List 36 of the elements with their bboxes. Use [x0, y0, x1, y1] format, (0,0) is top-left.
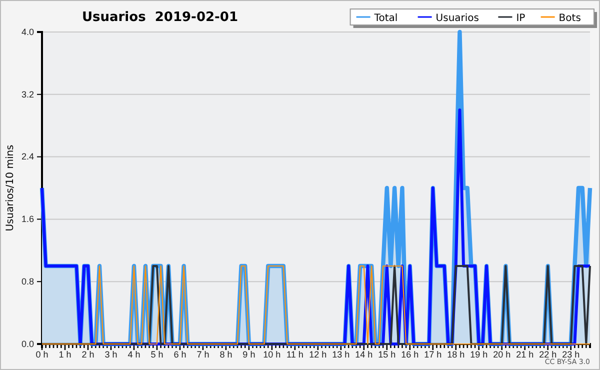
x-tick-label: 2 h	[82, 349, 94, 360]
x-tick-label: 17 h	[424, 349, 442, 360]
chart-title: Usuarios 2019-02-01	[82, 10, 238, 25]
y-axis-title: Usuarios/10 mins	[5, 144, 16, 232]
y-tick-label: 0.8	[21, 276, 34, 286]
legend-label: Bots	[558, 13, 581, 24]
y-tick-label: 3.2	[21, 89, 34, 100]
x-tick-label: 21 h	[516, 349, 534, 360]
legend-label: Usuarios	[436, 13, 480, 24]
x-tick-label: 11 h	[286, 349, 304, 360]
y-tick-label: 2.4	[21, 152, 34, 162]
x-tick-label: 8 h	[220, 349, 232, 360]
x-tick-label: 0 h	[36, 349, 48, 360]
legend-label: IP	[516, 13, 526, 24]
y-tick-label: 4.0	[21, 26, 34, 37]
x-tick-label: 19 h	[470, 349, 488, 360]
x-tick-label: 9 h	[242, 349, 256, 360]
x-tick-label: 12 h	[309, 349, 327, 360]
y-tick-label: 0.0	[21, 338, 34, 349]
x-tick-label: 10 h	[263, 349, 281, 360]
y-tick-label: 1.6	[21, 214, 34, 224]
x-tick-label: 15 h	[378, 349, 396, 360]
x-tick-label: 6 h	[174, 349, 186, 360]
x-tick-label: 14 h	[355, 349, 373, 360]
x-tick-label: 4 h	[128, 349, 140, 360]
x-tick-label: 16 h	[401, 349, 419, 360]
x-tick-label: 7 h	[196, 349, 210, 360]
x-tick-label: 3 h	[104, 349, 118, 360]
x-tick-label: 22 h	[539, 349, 557, 360]
x-tick-label: 18 h	[447, 349, 465, 360]
x-tick-label: 13 h	[332, 349, 350, 360]
x-tick-label: 5 h	[150, 349, 164, 360]
x-tick-label: 20 h	[493, 349, 511, 360]
legend-label: Total	[373, 13, 398, 24]
x-tick-label: 23 h	[562, 349, 580, 360]
x-tick-label: 1 h	[58, 349, 72, 360]
